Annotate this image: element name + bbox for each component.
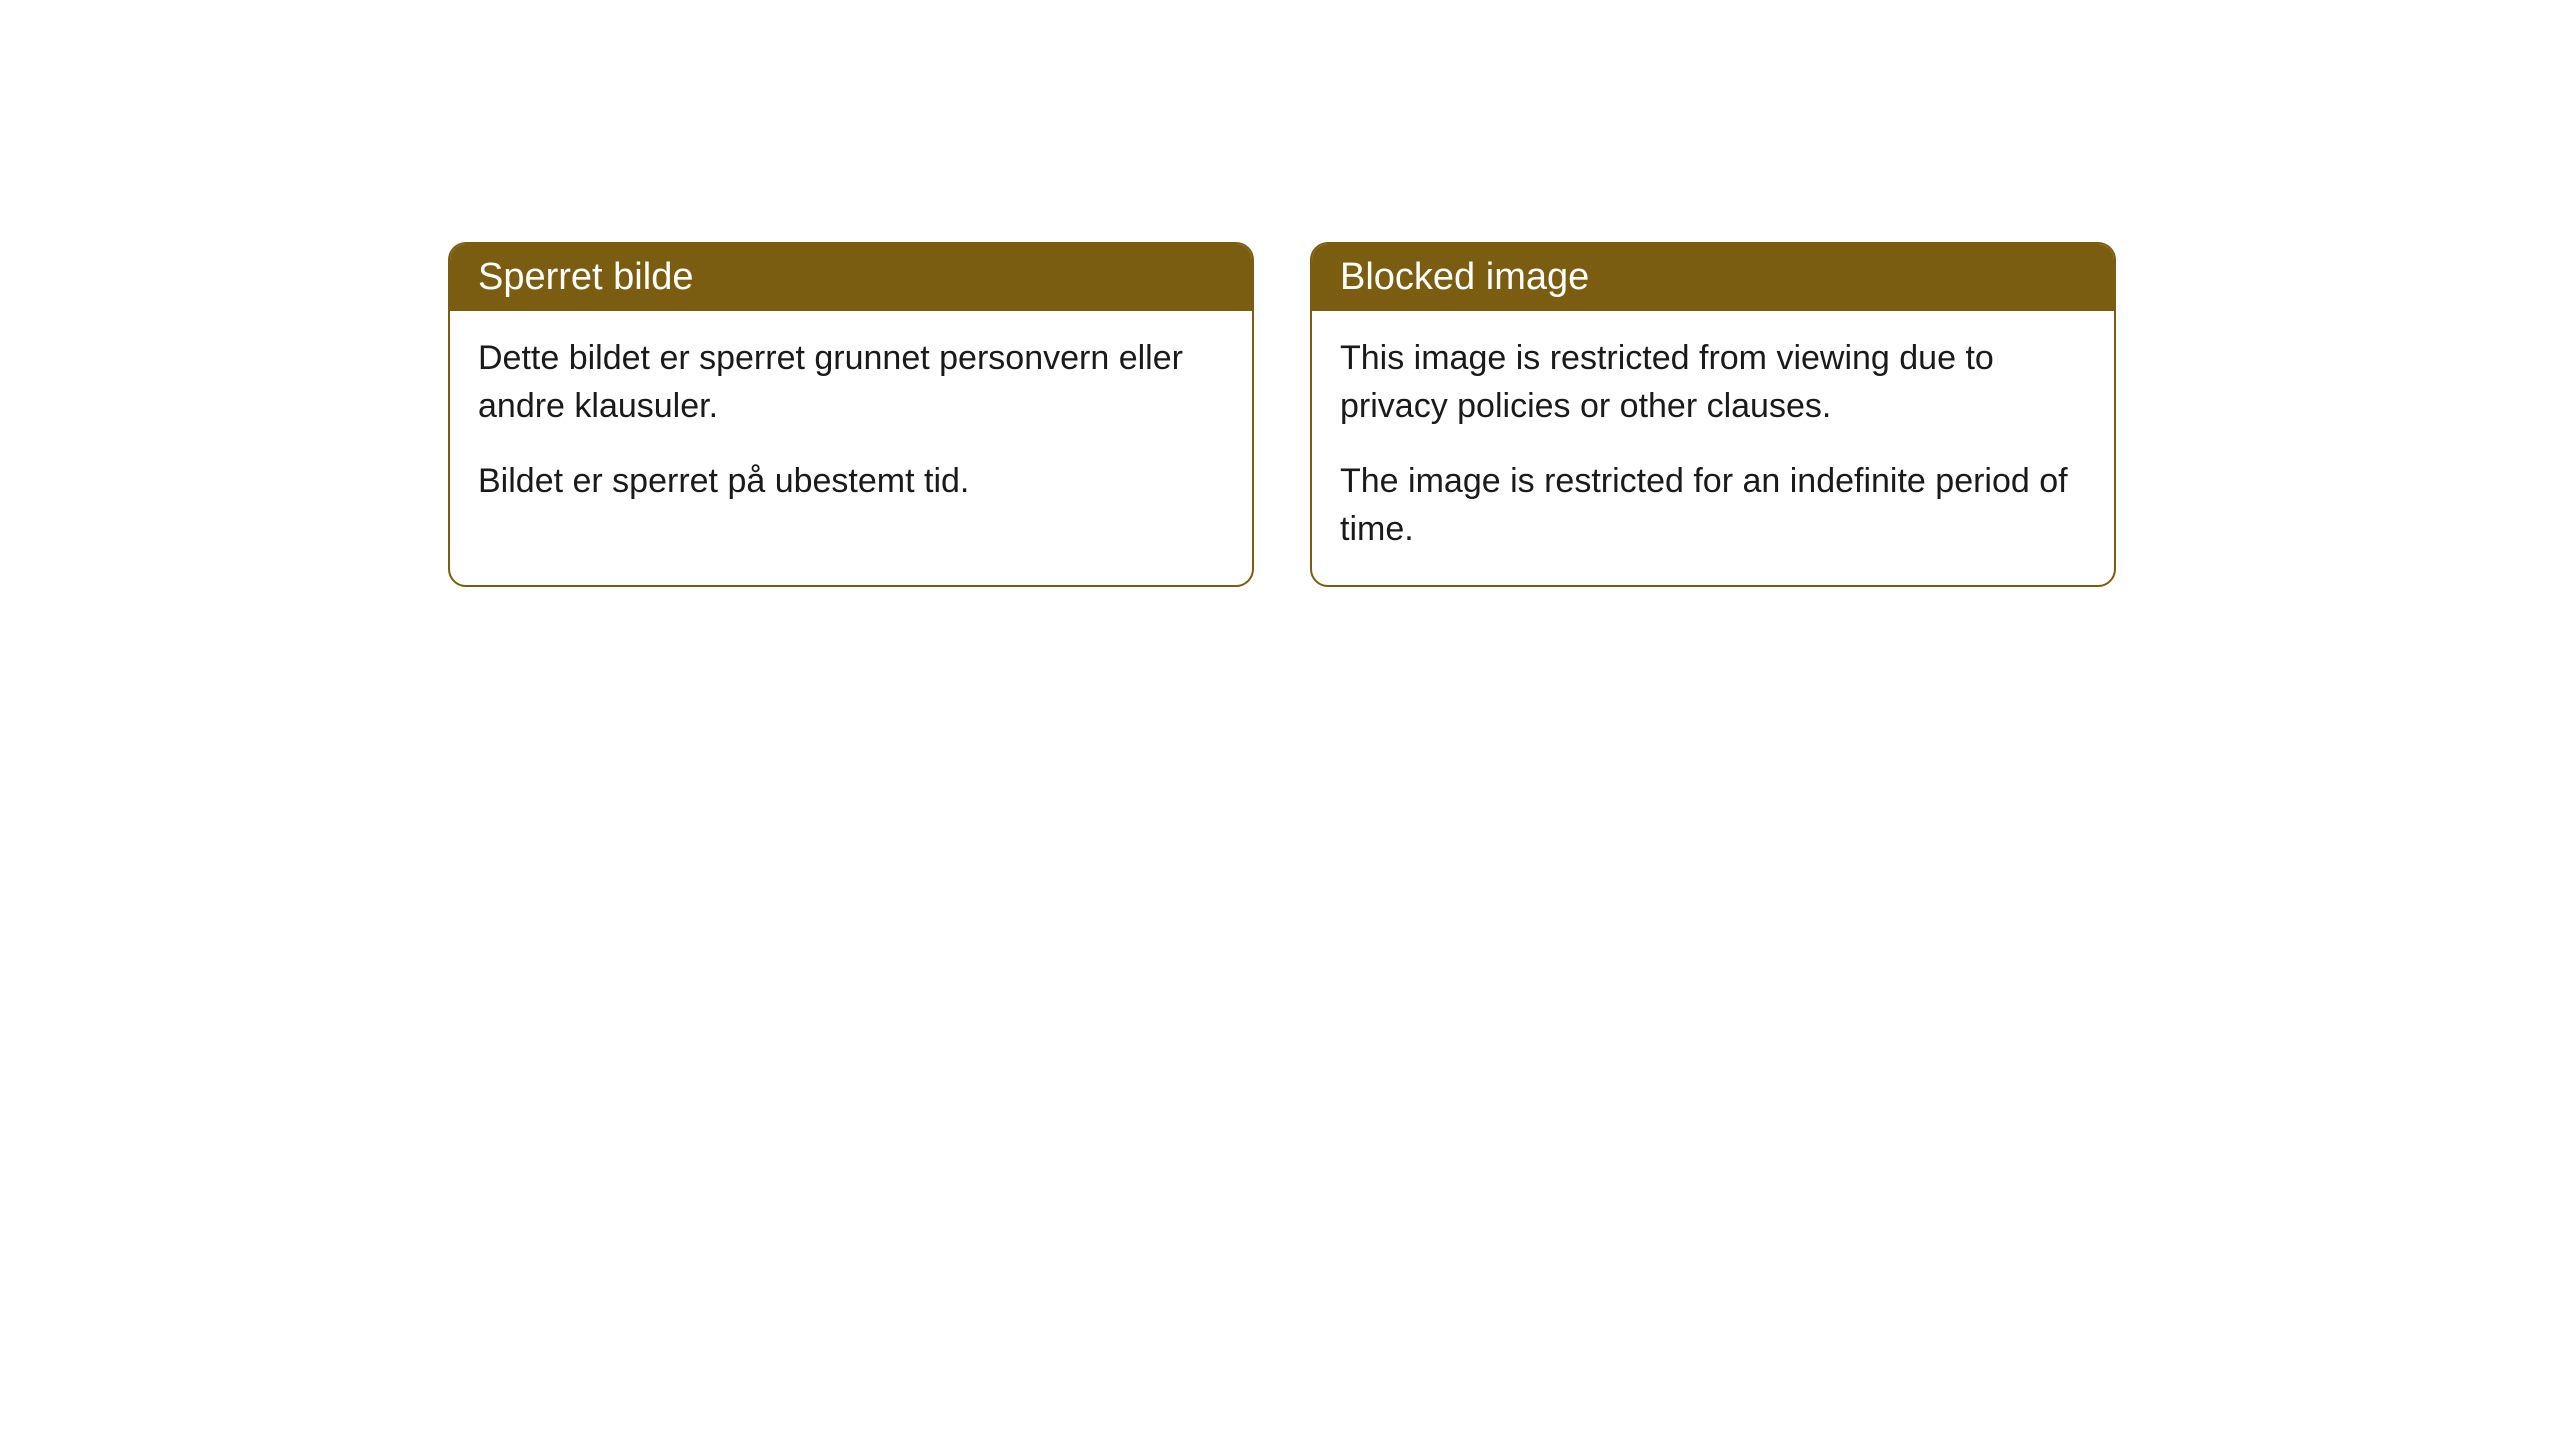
card-paragraph: This image is restricted from viewing du… [1340,335,2086,430]
card-title: Sperret bilde [478,256,693,298]
card-paragraph: Dette bildet er sperret grunnet personve… [478,335,1224,430]
notice-card-norwegian: Sperret bilde Dette bildet er sperret gr… [448,242,1254,587]
card-header: Blocked image [1312,244,2114,311]
notice-card-english: Blocked image This image is restricted f… [1310,242,2116,587]
card-paragraph: The image is restricted for an indefinit… [1340,458,2086,553]
notice-cards-container: Sperret bilde Dette bildet er sperret gr… [448,242,2116,587]
card-body: Dette bildet er sperret grunnet personve… [450,311,1252,538]
card-body: This image is restricted from viewing du… [1312,311,2114,585]
card-paragraph: Bildet er sperret på ubestemt tid. [478,458,1224,506]
card-title: Blocked image [1340,256,1589,298]
card-header: Sperret bilde [450,244,1252,311]
